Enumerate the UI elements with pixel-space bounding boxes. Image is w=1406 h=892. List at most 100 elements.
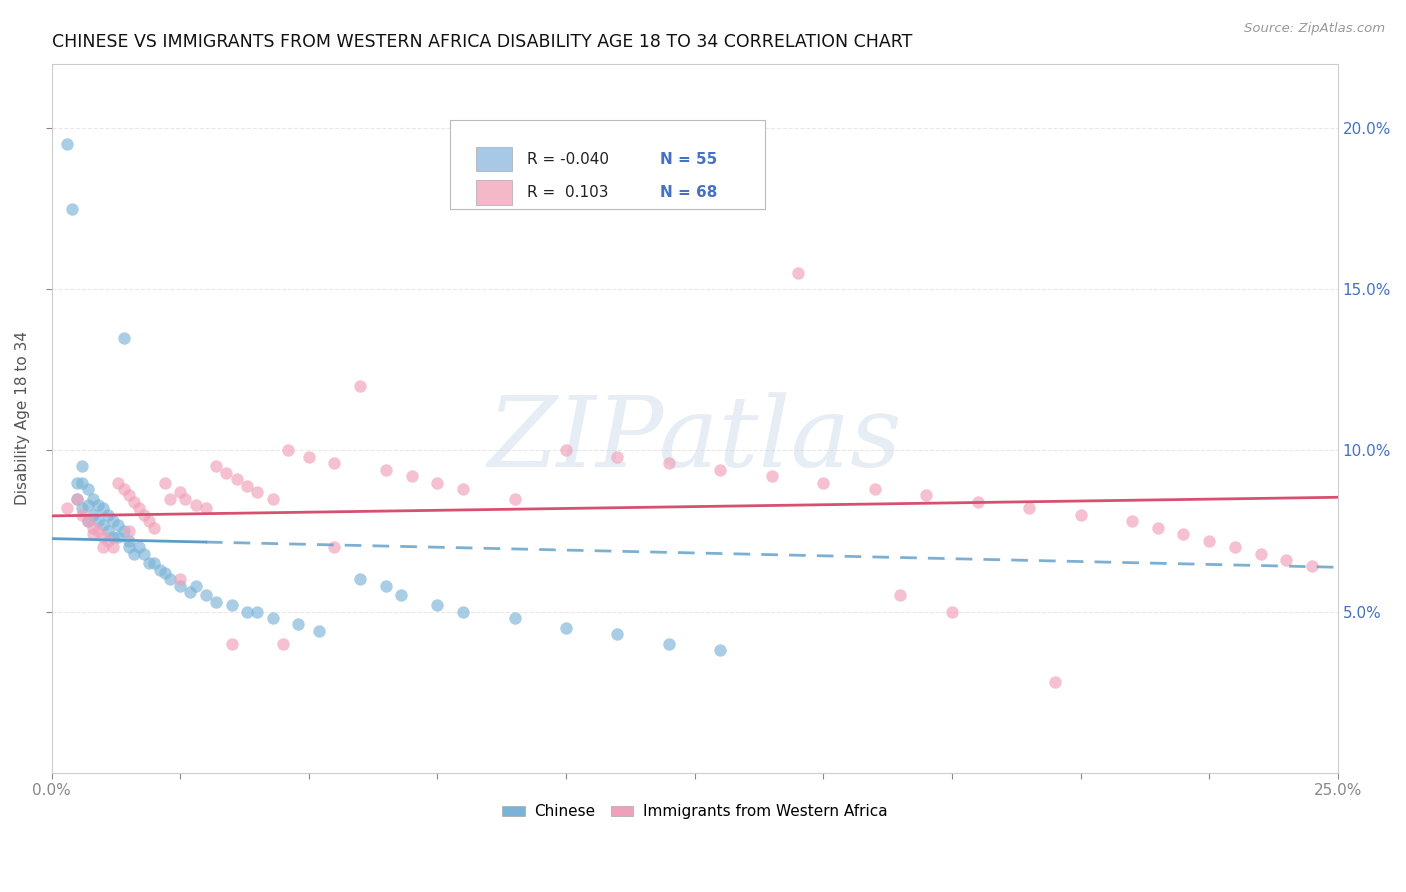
Point — [221, 598, 243, 612]
Point — [82, 508, 104, 522]
Point — [153, 475, 176, 490]
Point — [91, 517, 114, 532]
Point — [138, 514, 160, 528]
Text: R =  0.103: R = 0.103 — [527, 185, 609, 200]
Point — [606, 450, 628, 464]
Point — [1275, 553, 1298, 567]
Point — [76, 482, 98, 496]
Point — [60, 202, 83, 216]
Point — [91, 501, 114, 516]
Text: N = 55: N = 55 — [659, 152, 717, 167]
Point — [76, 514, 98, 528]
Point — [91, 540, 114, 554]
Point — [82, 491, 104, 506]
Point — [76, 498, 98, 512]
Point — [91, 530, 114, 544]
Point — [169, 579, 191, 593]
Point — [107, 517, 129, 532]
Point — [122, 495, 145, 509]
Legend: Chinese, Immigrants from Western Africa: Chinese, Immigrants from Western Africa — [496, 798, 893, 825]
Point — [451, 605, 474, 619]
Point — [66, 491, 89, 506]
Point — [184, 579, 207, 593]
Point — [169, 485, 191, 500]
Point — [889, 589, 911, 603]
Point — [426, 475, 449, 490]
Point — [308, 624, 330, 638]
Point — [134, 508, 156, 522]
Point — [215, 466, 238, 480]
Point — [194, 589, 217, 603]
Point — [246, 485, 269, 500]
Point — [1043, 675, 1066, 690]
Point — [128, 540, 150, 554]
Point — [503, 611, 526, 625]
Point — [103, 514, 125, 528]
Point — [143, 556, 166, 570]
Point — [174, 491, 197, 506]
Point — [966, 495, 988, 509]
Point — [107, 475, 129, 490]
Point — [1121, 514, 1143, 528]
Point — [786, 266, 808, 280]
Point — [298, 450, 321, 464]
Point — [72, 459, 94, 474]
Point — [118, 524, 141, 538]
Point — [118, 488, 141, 502]
Text: N = 68: N = 68 — [659, 185, 717, 200]
Point — [349, 379, 371, 393]
FancyBboxPatch shape — [450, 120, 765, 209]
Point — [82, 527, 104, 541]
Point — [103, 530, 125, 544]
Point — [658, 637, 681, 651]
Point — [72, 501, 94, 516]
Point — [658, 456, 681, 470]
Point — [555, 443, 578, 458]
Point — [375, 579, 398, 593]
Point — [82, 521, 104, 535]
Point — [1223, 540, 1246, 554]
Point — [761, 469, 783, 483]
Point — [555, 621, 578, 635]
Point — [143, 521, 166, 535]
Point — [1250, 547, 1272, 561]
Point — [107, 530, 129, 544]
Point — [56, 501, 79, 516]
Point — [97, 524, 120, 538]
Point — [56, 137, 79, 152]
Point — [236, 479, 259, 493]
Point — [205, 459, 228, 474]
Point — [941, 605, 963, 619]
Point — [503, 491, 526, 506]
Point — [1146, 521, 1168, 535]
Point — [97, 533, 120, 548]
Point — [813, 475, 835, 490]
Point — [205, 595, 228, 609]
Point — [153, 566, 176, 580]
Point — [87, 514, 110, 528]
Point — [148, 563, 170, 577]
Text: Source: ZipAtlas.com: Source: ZipAtlas.com — [1244, 22, 1385, 36]
FancyBboxPatch shape — [477, 146, 512, 171]
Point — [112, 330, 135, 344]
Point — [236, 605, 259, 619]
Point — [1018, 501, 1040, 516]
Point — [66, 475, 89, 490]
Point — [221, 637, 243, 651]
Text: R = -0.040: R = -0.040 — [527, 152, 609, 167]
Point — [66, 491, 89, 506]
Point — [128, 501, 150, 516]
Point — [277, 443, 299, 458]
Point — [606, 627, 628, 641]
Point — [179, 585, 201, 599]
Point — [323, 456, 346, 470]
Point — [225, 472, 247, 486]
Point — [262, 611, 284, 625]
Point — [1301, 559, 1323, 574]
Point — [863, 482, 886, 496]
Point — [287, 617, 309, 632]
Point — [271, 637, 294, 651]
Point — [97, 508, 120, 522]
Point — [1070, 508, 1092, 522]
Point — [915, 488, 938, 502]
